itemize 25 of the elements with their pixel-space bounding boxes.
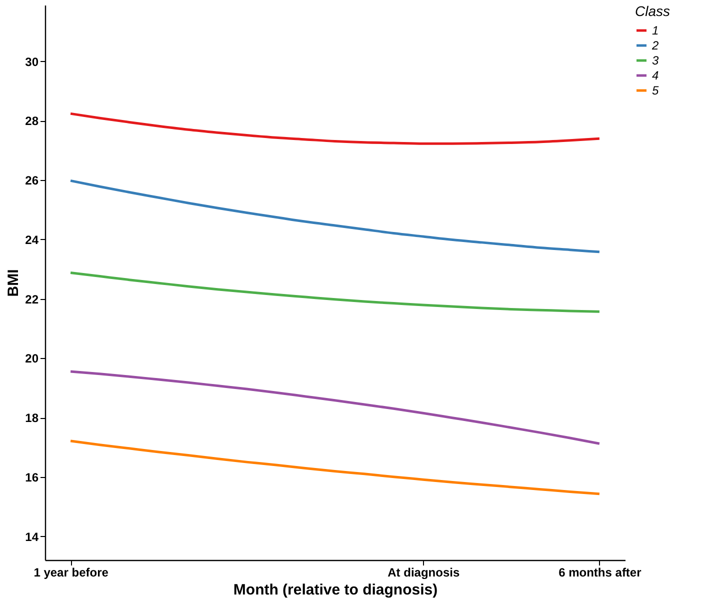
line-series (69, 440, 601, 496)
legend-label: 4 (652, 68, 659, 82)
legend-title: Class (635, 3, 670, 19)
line-series (69, 370, 601, 445)
legend-label: 2 (651, 38, 659, 52)
y-tick-label: 18 (25, 411, 39, 426)
line-series (69, 179, 601, 254)
y-tick-label: 22 (25, 292, 39, 306)
x-tick-label: 6 months after (558, 566, 642, 580)
y-tick-label: 14 (25, 530, 39, 544)
y-tick-label: 20 (25, 352, 39, 366)
legend-label: 1 (652, 24, 659, 38)
y-tick-label: 28 (25, 114, 39, 128)
y-axis-title: BMI (5, 269, 22, 297)
x-tick-label: At diagnosis (388, 566, 460, 580)
line-series (69, 271, 601, 313)
line-series (69, 112, 601, 145)
y-tick-label: 26 (25, 174, 39, 188)
x-axis-title: Month (relative to diagnosis) (233, 582, 438, 598)
y-tick-label: 30 (25, 54, 39, 69)
x-tick-label: 1 year before (34, 566, 109, 580)
y-tick-label: 16 (25, 470, 39, 484)
legend-label: 5 (652, 84, 659, 98)
legend-label: 3 (652, 54, 659, 68)
y-tick-label: 24 (25, 232, 39, 247)
